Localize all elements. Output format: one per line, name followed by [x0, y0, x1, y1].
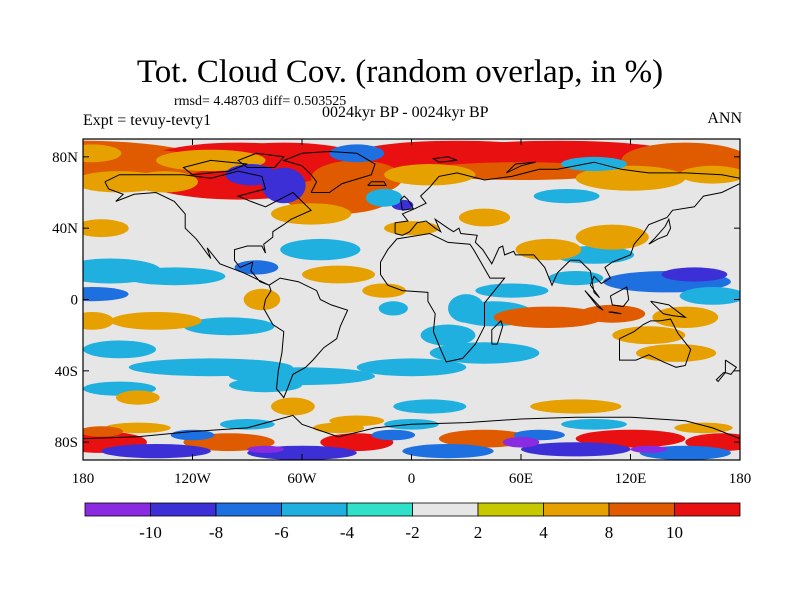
colorbar-swatch [543, 502, 610, 517]
colorbar: -10 -8 -6 -4 -2 2 4 8 10 [84, 502, 741, 542]
experiment-label: Expt = tevuy-tevty1 [83, 112, 212, 129]
colorbar-label: -10 [139, 523, 162, 542]
x-tick-label: 60E [509, 471, 533, 487]
plot-title: Tot. Cloud Cov. (random overlap, in %) [136, 54, 664, 90]
colorbar-label: 4 [539, 523, 548, 542]
colorbar-label: -4 [340, 523, 355, 542]
rmsd-diff-stats: rmsd= 4.48703 diff= 0.503525 [174, 94, 347, 109]
colorbar-label: 2 [474, 523, 483, 542]
colorbar-label: -6 [274, 523, 288, 542]
x-tick-label: 120E [615, 471, 647, 487]
colorbar-swatch [477, 502, 544, 517]
y-tick-label: 80N [52, 150, 78, 166]
x-tick-label: 180 [72, 471, 95, 487]
x-tick-label: 0 [408, 471, 416, 487]
x-tick-label: 120W [174, 471, 212, 487]
colorbar-label: 10 [666, 523, 683, 542]
period-subtitle: 0024kyr BP - 0024kyr BP [322, 104, 489, 121]
colorbar-label: 8 [605, 523, 614, 542]
coastlines [83, 150, 740, 440]
y-tick-label: 80S [55, 435, 78, 451]
colorbar-swatch [346, 502, 413, 517]
colorbar-swatch [608, 502, 675, 517]
colorbar-label: -8 [209, 523, 223, 542]
x-tick-label: 180 [729, 471, 752, 487]
axis-ticks: 180 120W 60W 0 60E 120E 180 80N 40N 0 40S 80S [52, 139, 751, 487]
colorbar-swatch [215, 502, 282, 517]
y-tick-label: 40S [55, 364, 78, 380]
anomaly-fields [83, 140, 740, 460]
colorbar-swatch [674, 502, 741, 517]
colorbar-label: -2 [405, 523, 419, 542]
colorbar-swatch [84, 502, 151, 517]
season-label: ANN [707, 110, 742, 127]
y-tick-label: 40N [52, 221, 78, 237]
y-tick-label: 0 [71, 293, 79, 309]
x-tick-label: 60W [287, 471, 317, 487]
colorbar-swatch [412, 502, 479, 517]
colorbar-swatch [281, 502, 348, 517]
colorbar-swatch [150, 502, 217, 517]
